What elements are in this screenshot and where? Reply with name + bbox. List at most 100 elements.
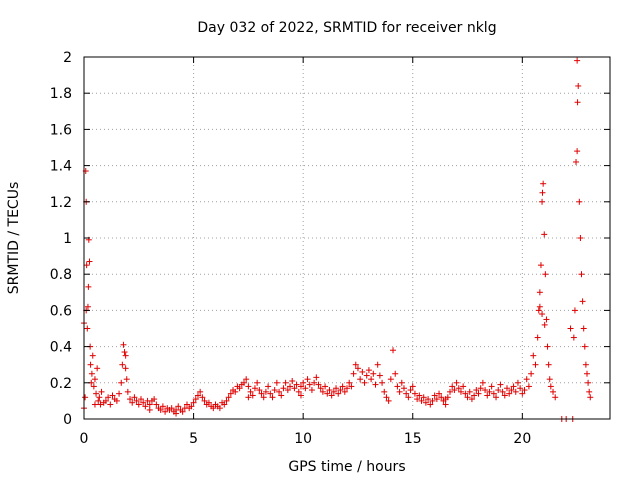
data-point — [523, 376, 530, 383]
data-point — [216, 405, 223, 412]
data-point — [245, 394, 252, 401]
data-point — [501, 392, 508, 399]
data-point — [282, 379, 289, 386]
data-point — [510, 383, 517, 390]
data-point — [512, 388, 519, 395]
data-point — [585, 379, 592, 386]
data-point — [146, 401, 153, 408]
y-tick-label: 1.4 — [50, 159, 72, 175]
data-point — [184, 401, 191, 408]
data-point — [197, 388, 204, 395]
data-point — [579, 298, 586, 305]
y-axis-label: SRMTID / TECUs — [6, 182, 22, 295]
data-point — [462, 390, 469, 397]
data-point — [508, 387, 515, 394]
data-point — [499, 388, 506, 395]
data-point — [105, 394, 112, 401]
data-point — [464, 394, 471, 401]
data-point — [490, 390, 497, 397]
data-points — [81, 57, 594, 422]
data-point — [109, 392, 116, 399]
axis-ticks — [83, 56, 610, 420]
data-point — [173, 410, 180, 417]
data-point — [205, 399, 212, 406]
data-point — [199, 394, 206, 401]
data-point — [536, 289, 543, 296]
data-point — [306, 381, 313, 388]
data-point — [159, 403, 166, 410]
data-point — [96, 394, 103, 401]
data-point — [137, 396, 144, 403]
data-point — [271, 387, 278, 394]
data-point — [339, 383, 346, 390]
data-point — [350, 370, 357, 377]
data-point — [475, 390, 482, 397]
data-point — [534, 334, 541, 341]
data-point — [545, 361, 552, 368]
data-point — [304, 376, 311, 383]
data-point — [547, 383, 554, 390]
data-point — [107, 401, 114, 408]
data-point — [113, 397, 120, 404]
data-point — [372, 381, 379, 388]
data-point — [118, 379, 125, 386]
data-point — [370, 370, 377, 377]
data-point — [249, 392, 256, 399]
data-point — [578, 271, 585, 278]
data-point — [280, 385, 287, 392]
data-point — [539, 311, 546, 318]
data-point — [493, 394, 500, 401]
data-point — [540, 180, 547, 187]
data-point — [571, 307, 578, 314]
data-point — [119, 361, 126, 368]
data-point — [542, 271, 549, 278]
data-point — [453, 379, 460, 386]
data-point — [457, 388, 464, 395]
data-point — [127, 396, 134, 403]
data-point — [315, 381, 322, 388]
data-point — [550, 388, 557, 395]
chart-title: Day 032 of 2022, SRMTID for receiver nkl… — [197, 20, 496, 36]
data-point — [447, 388, 454, 395]
data-point — [574, 57, 581, 64]
y-tick-label: 0 — [63, 412, 72, 428]
data-point — [357, 376, 364, 383]
data-point — [276, 388, 283, 395]
data-point — [543, 316, 550, 323]
data-point — [333, 385, 340, 392]
data-point — [348, 383, 355, 390]
data-point — [91, 376, 98, 383]
data-point — [411, 390, 418, 397]
data-point — [289, 377, 296, 384]
data-point — [506, 390, 513, 397]
data-point — [201, 397, 208, 404]
data-point — [379, 379, 386, 386]
data-point — [414, 396, 421, 403]
x-tick-labels: 0 5 10 15 20 — [80, 431, 532, 447]
data-point — [87, 361, 94, 368]
data-point — [123, 376, 130, 383]
data-point — [433, 396, 440, 403]
data-point — [273, 379, 280, 386]
data-point — [267, 390, 274, 397]
data-point — [514, 379, 521, 386]
data-point — [175, 403, 182, 410]
data-point — [420, 394, 427, 401]
data-point — [129, 399, 136, 406]
data-point — [374, 361, 381, 368]
data-point — [398, 379, 405, 386]
data-point — [243, 376, 250, 383]
data-point — [575, 82, 582, 89]
data-point — [387, 376, 394, 383]
data-point — [473, 387, 480, 394]
data-point — [93, 390, 100, 397]
grid — [84, 57, 610, 419]
data-point — [488, 383, 495, 390]
data-point — [262, 388, 269, 395]
data-point — [157, 406, 164, 413]
data-point — [300, 379, 307, 386]
data-point — [573, 158, 580, 165]
data-point — [210, 405, 217, 412]
data-point — [544, 343, 551, 350]
data-point — [361, 379, 368, 386]
